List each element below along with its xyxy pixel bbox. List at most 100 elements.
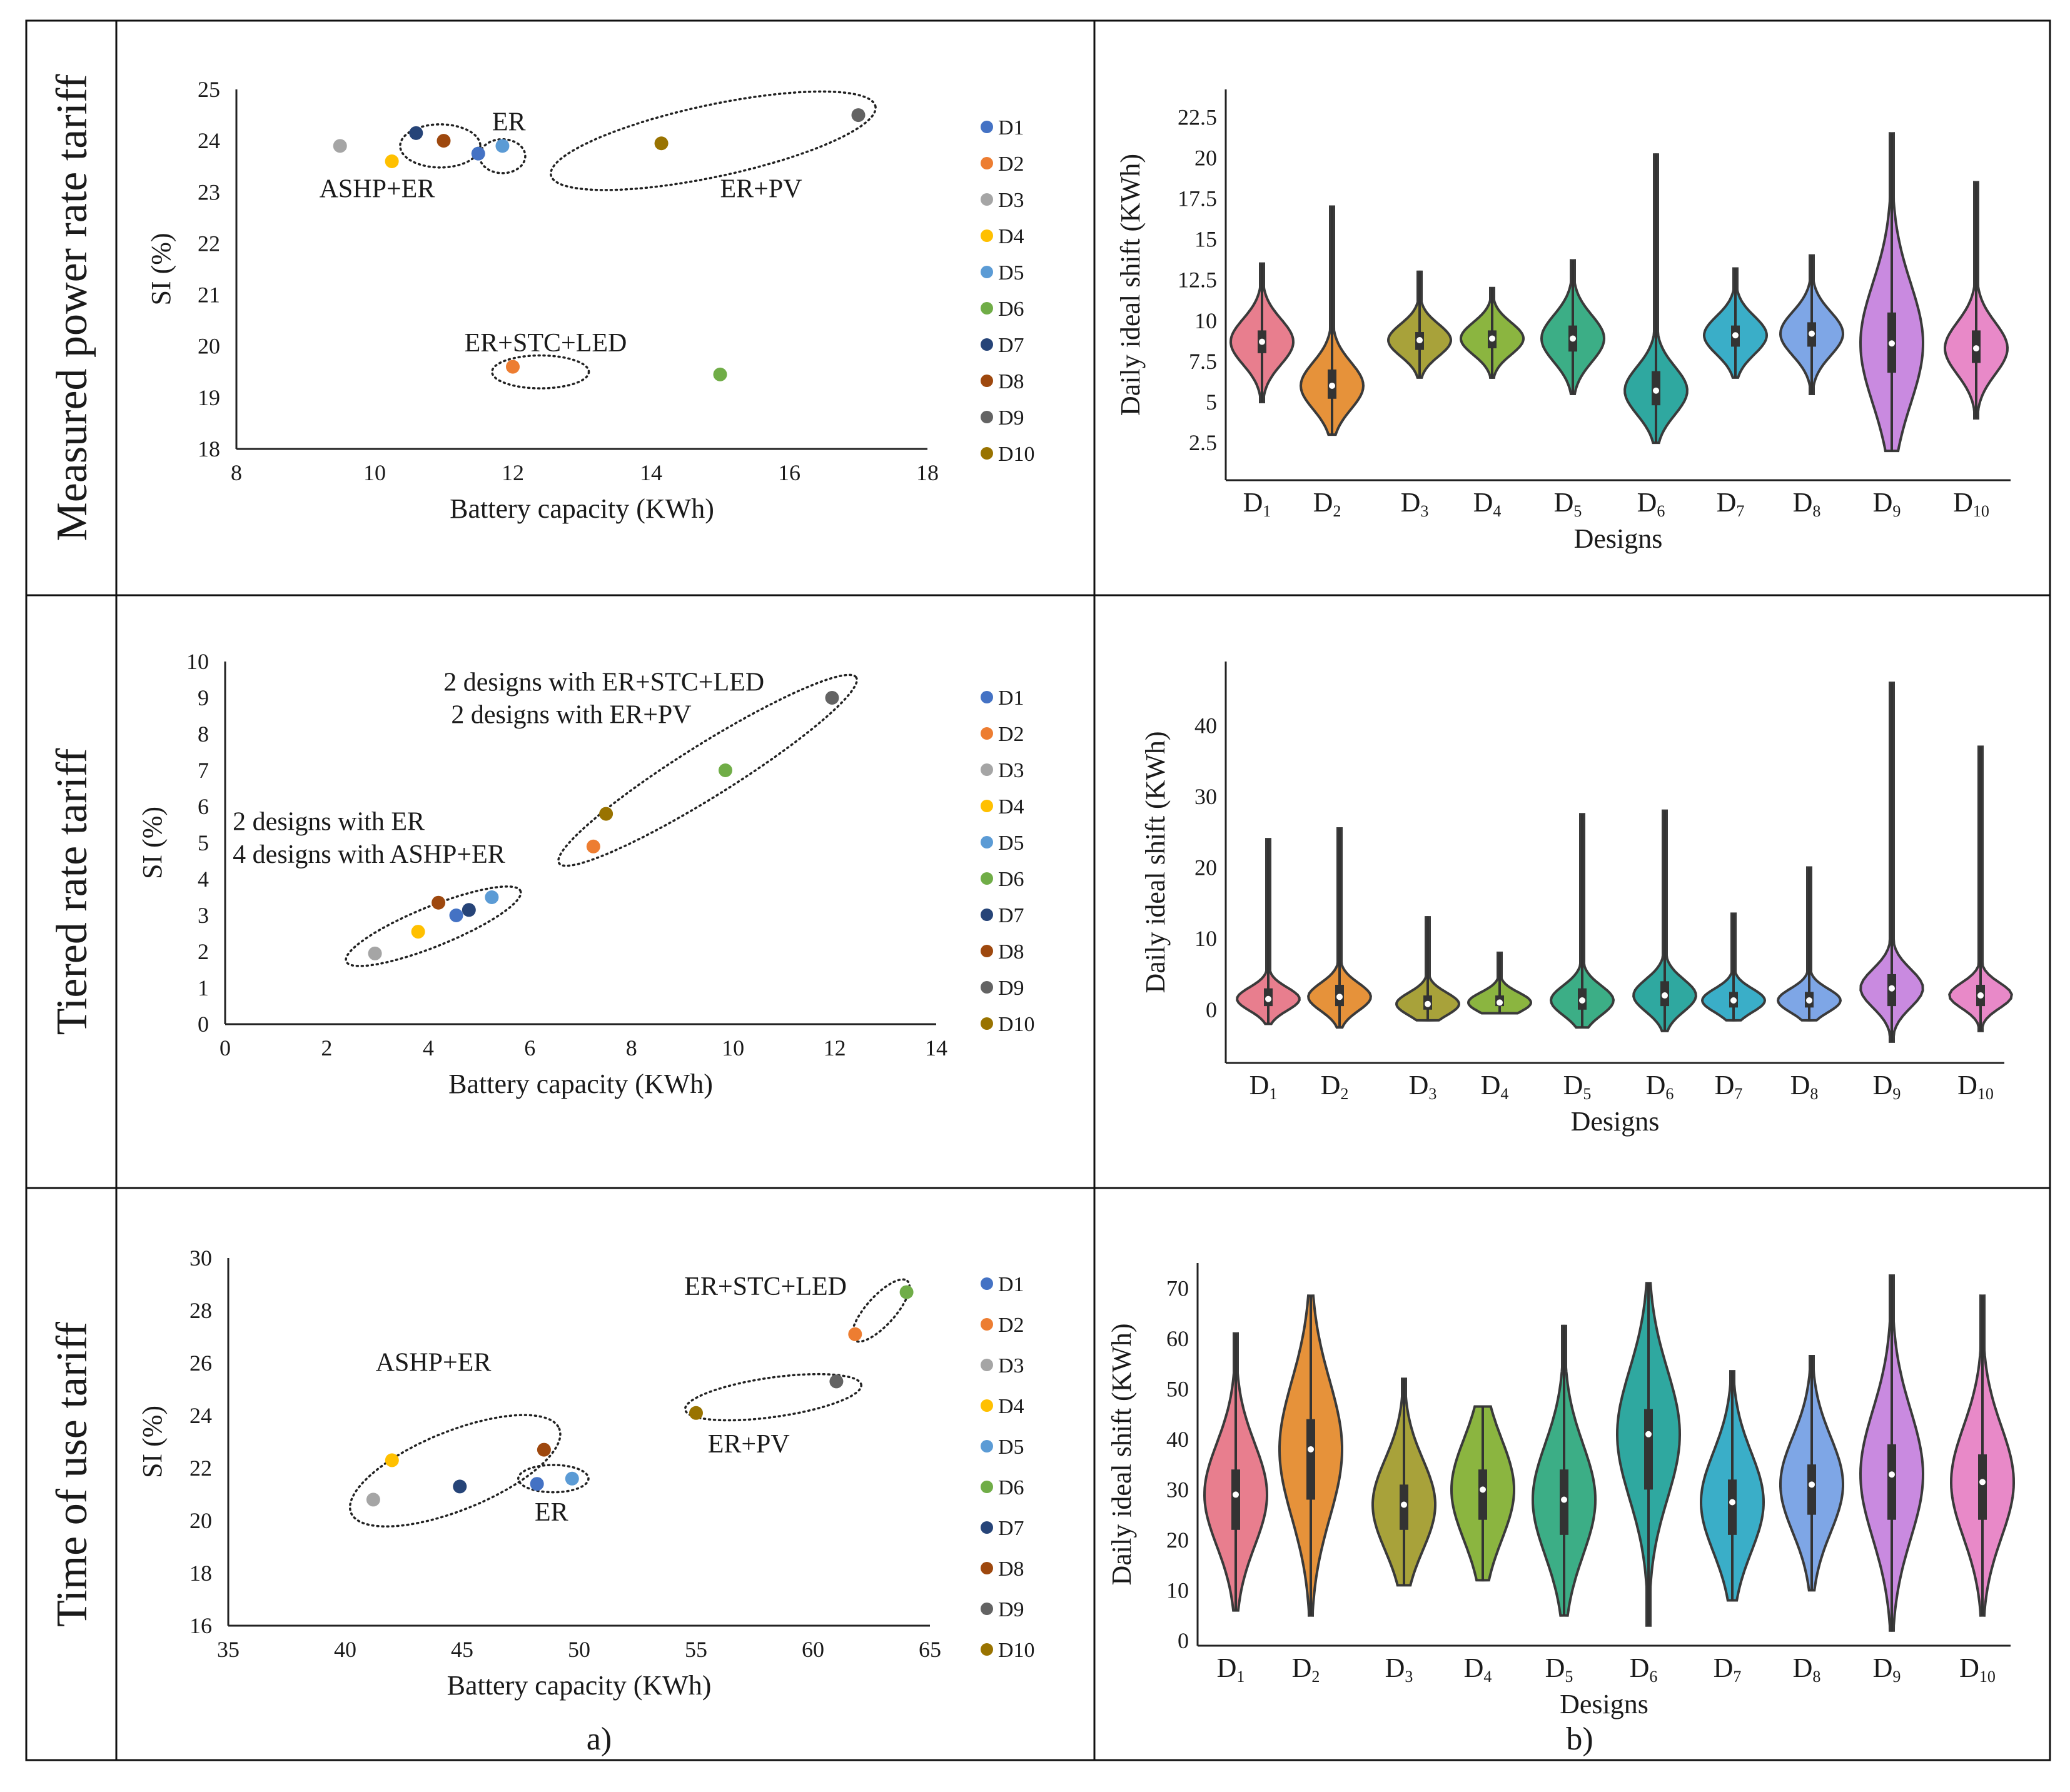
annotation: ER+STC+LED — [684, 1272, 847, 1301]
x-tick-subscript: 2 — [1333, 502, 1341, 520]
legend-label-d8: D8 — [998, 1558, 1024, 1581]
point-d9 — [829, 1374, 844, 1389]
point-d1 — [449, 909, 463, 922]
point-d4 — [411, 925, 425, 939]
y-tick-label: 0 — [1206, 997, 1217, 1022]
point-d2 — [848, 1327, 862, 1341]
x-tick-subscript: 8 — [1812, 1668, 1820, 1686]
x-tick-label: 8 — [231, 460, 242, 485]
point-d4 — [385, 154, 399, 168]
violin-median — [1645, 1431, 1652, 1437]
point-d3 — [368, 946, 382, 960]
legend-marker-d7 — [981, 909, 993, 921]
violin-iqr-box — [1807, 1464, 1816, 1515]
y-tick-label: 21 — [198, 283, 220, 308]
violin-iqr-box — [1231, 1469, 1240, 1530]
x-tick-label: D10 — [1953, 487, 1989, 520]
violin-median — [1570, 335, 1576, 342]
y-tick-label: 20 — [1194, 145, 1217, 170]
y-tick-label: 7 — [198, 758, 209, 783]
legend-marker-d10 — [981, 1643, 993, 1656]
row-label-measured: Measured power rate tariff — [48, 74, 96, 541]
x-tick-label: 35 — [217, 1637, 240, 1662]
legend-marker-d4 — [981, 229, 993, 242]
legend-marker-d1 — [981, 121, 993, 133]
point-d8 — [537, 1442, 551, 1457]
x-tick-label: 18 — [916, 460, 939, 485]
violin-median — [1729, 1499, 1735, 1506]
point-d5 — [485, 890, 499, 904]
x-tick-subscript: 10 — [1979, 1668, 1996, 1686]
x-tick-label: D10 — [1957, 1070, 1994, 1103]
x-tick-label: D4 — [1473, 487, 1502, 520]
violin-chart-tiered: 0 10 20 30 40 Designs Daily ideal shift (KWh) D… — [1140, 662, 2013, 1137]
x-tick-label: D1 — [1243, 487, 1271, 520]
x-tick-subscript: 5 — [1565, 1668, 1573, 1686]
legend-marker-d8 — [981, 1562, 993, 1574]
violin-median — [1973, 345, 1979, 352]
x-tick-label: D2 — [1321, 1070, 1349, 1103]
x-tick-label: D3 — [1409, 1070, 1437, 1103]
legend-label-d5: D5 — [998, 261, 1024, 284]
legend-label-d5: D5 — [998, 832, 1024, 855]
violin-median — [1489, 335, 1495, 342]
violin-median — [1977, 992, 1984, 999]
y-axis-label: SI (%) — [137, 807, 168, 879]
legend-label-d1: D1 — [998, 687, 1024, 710]
y-tick-label: 0 — [198, 1012, 209, 1037]
violin-iqr-box — [1728, 1479, 1737, 1535]
legend-marker-d7 — [981, 1521, 993, 1534]
legend-marker-d9 — [981, 411, 993, 423]
x-tick-label: 10 — [722, 1035, 744, 1060]
violin-iqr-box — [1478, 1469, 1487, 1520]
y-tick-label: 40 — [1166, 1427, 1189, 1452]
legend-marker-d9 — [981, 981, 993, 994]
x-tick-subscript: 3 — [1428, 1085, 1436, 1103]
x-tick-subscript: 5 — [1583, 1085, 1591, 1103]
y-tick-label: 30 — [189, 1246, 212, 1271]
x-tick-label: D1 — [1250, 1070, 1278, 1103]
legend-label-d2: D2 — [998, 1314, 1024, 1337]
x-axis-label: Battery capacity (KWh) — [448, 1069, 713, 1099]
x-tick-label: D7 — [1714, 1653, 1742, 1686]
y-tick-label: 4 — [198, 867, 209, 892]
legend-label-d6: D6 — [998, 298, 1024, 321]
legend-label-d7: D7 — [998, 334, 1024, 357]
legend-label-d10: D10 — [998, 443, 1035, 466]
legend-marker-d3 — [981, 763, 993, 776]
violin-median — [1561, 1496, 1567, 1503]
panel-label-a: a) — [587, 1721, 612, 1757]
x-tick-label: 40 — [334, 1637, 356, 1662]
violin-median — [1401, 1501, 1407, 1508]
y-axis-label: Daily ideal shift (KWh) — [1140, 731, 1171, 993]
y-tick-label: 8 — [198, 722, 209, 747]
x-axis-label: Battery capacity (KWh) — [450, 493, 714, 524]
x-tick-label: 8 — [626, 1035, 637, 1060]
y-tick-label: 28 — [189, 1298, 212, 1323]
legend-label-d7: D7 — [998, 1517, 1024, 1540]
y-tick-label: 0 — [1178, 1628, 1189, 1653]
x-tick-subscript: 2 — [1311, 1668, 1320, 1686]
table-grid — [25, 19, 2051, 1761]
annotation: 2 designs with ER+PV — [451, 701, 691, 730]
x-tick-subscript: 4 — [1500, 1085, 1508, 1103]
x-tick-label: 14 — [925, 1035, 947, 1060]
violin-median — [1329, 382, 1335, 389]
point-d7 — [453, 1479, 467, 1494]
annotation: 2 designs with ER+STC+LED — [443, 668, 764, 697]
x-tick-subscript: 1 — [1263, 502, 1271, 520]
legend-label-d5: D5 — [998, 1436, 1024, 1459]
violin-median — [1809, 1481, 1815, 1488]
point-d7 — [462, 903, 476, 917]
violin-median — [1497, 999, 1503, 1006]
x-tick-label: D5 — [1545, 1653, 1573, 1686]
legend-marker-d6 — [981, 872, 993, 885]
legend-label-d10: D10 — [998, 1639, 1035, 1662]
group-ellipse — [517, 1464, 590, 1494]
x-tick-label: D1 — [1217, 1653, 1245, 1686]
violin-median — [1416, 337, 1423, 344]
legend-label-d9: D9 — [998, 1598, 1024, 1621]
legend-label-d9: D9 — [998, 977, 1024, 1000]
x-tick-label: D8 — [1790, 1070, 1819, 1103]
violin-median — [1259, 338, 1265, 345]
